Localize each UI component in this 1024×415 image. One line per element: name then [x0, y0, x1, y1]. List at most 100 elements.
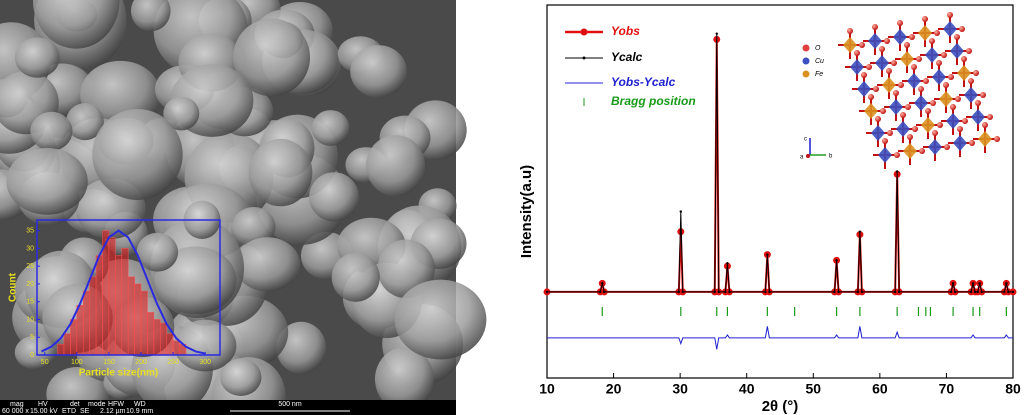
oxygen [875, 116, 881, 122]
grain [30, 111, 73, 151]
grain [234, 237, 301, 292]
info-header: HFW [108, 401, 124, 408]
grain [136, 232, 179, 272]
bar [95, 255, 103, 356]
octahedron [914, 95, 928, 111]
oxygen [872, 24, 878, 30]
legend-label: Yobs-Ycalc [611, 75, 676, 89]
fit-curve [41, 229, 206, 355]
octahedron [843, 37, 857, 53]
calc-point [980, 290, 983, 294]
y-tick-label: 20 [26, 281, 34, 288]
octahedron [893, 29, 907, 45]
bar [121, 248, 129, 356]
bar [57, 344, 65, 356]
legend-label: Bragg position [611, 94, 696, 108]
oxygen [957, 126, 963, 132]
calc-point [713, 290, 716, 294]
legend-atom [802, 44, 810, 52]
bar [140, 290, 148, 356]
grain [32, 0, 120, 49]
calc-point [726, 262, 729, 265]
octahedron [950, 43, 964, 59]
oxygen [859, 42, 865, 48]
calc-point [976, 290, 979, 294]
calc-point [717, 290, 720, 294]
oxygen [932, 130, 938, 136]
grain [163, 96, 200, 131]
calc-point [860, 290, 864, 294]
octahedron [850, 59, 864, 75]
octahedron [900, 51, 914, 67]
grain [394, 279, 487, 360]
axis-label: c [804, 137, 807, 143]
octahedron [868, 33, 882, 49]
oxygen [941, 52, 947, 58]
info-header: mag [10, 401, 24, 408]
oxygen [947, 12, 953, 18]
grain [374, 347, 434, 412]
calc-point [1007, 290, 1010, 294]
oxygen [975, 100, 981, 106]
y-tick-label: 0 [30, 352, 34, 359]
oxygen [987, 114, 993, 120]
calc-point [835, 259, 838, 262]
oxygen [973, 70, 979, 76]
calc-point [953, 290, 957, 294]
oxygen [959, 26, 965, 32]
y-tick-label: 5 [30, 334, 34, 341]
grain [248, 138, 313, 207]
octahedron [932, 69, 946, 85]
info-value: 10.9 mm [126, 408, 153, 415]
grain [130, 0, 171, 32]
oxygen [918, 86, 924, 92]
info-header: mode [88, 401, 106, 408]
oxygen [962, 118, 968, 124]
x-tick-label: 250 [167, 359, 179, 366]
bar [172, 340, 180, 356]
bar [147, 312, 155, 356]
octahedron [864, 103, 878, 119]
calc-point [837, 290, 840, 294]
oxygen [887, 130, 893, 136]
calc-point [856, 290, 860, 294]
oxygen [904, 42, 910, 48]
calc-point [766, 253, 769, 256]
octahedron [943, 21, 957, 37]
x-tick-label: 300 [199, 359, 211, 366]
info-header: HV [38, 401, 48, 408]
oxygen [861, 72, 867, 78]
x-tick-label: 40 [739, 381, 755, 397]
grain [377, 239, 435, 299]
info-header: det [70, 401, 80, 408]
info-value: 2.12 µm [100, 408, 126, 415]
calc-point [679, 210, 683, 213]
oxygen [966, 48, 972, 54]
series-line [547, 326, 1013, 350]
x-tick-label: 30 [672, 381, 688, 397]
histogram-inset: 0 5 10 15 20 25 30 35 50 100 150 200 250 300 Particle … [8, 219, 221, 379]
octahedron [875, 55, 889, 71]
calc-point [895, 170, 899, 173]
info-value: 15.00 kV [30, 408, 58, 415]
y-tick-label: 30 [26, 245, 34, 252]
grain [311, 110, 350, 146]
octahedron [871, 125, 885, 141]
oxygen [934, 30, 940, 36]
y-axis-label: Count [8, 272, 19, 302]
grain [309, 172, 359, 222]
oxygen [898, 82, 904, 88]
octahedron [928, 139, 942, 155]
octahedron [946, 113, 960, 129]
axis-label: b [829, 154, 833, 160]
grain [350, 45, 407, 98]
x-tick-label: 50 [41, 359, 49, 366]
y-tick-label: 15 [26, 299, 34, 306]
oxygen [968, 78, 974, 84]
calc-point [897, 290, 901, 294]
oxygen [897, 20, 903, 26]
oxygen [948, 74, 954, 80]
calc-point [1011, 290, 1015, 294]
oxygen [893, 90, 899, 96]
